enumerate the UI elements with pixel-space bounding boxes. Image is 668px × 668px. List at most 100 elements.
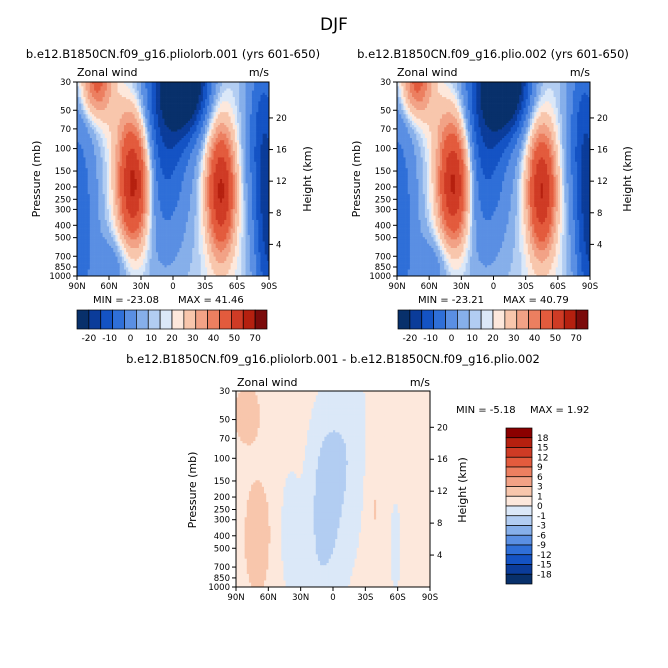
field-cell	[109, 116, 112, 119]
field-cell	[190, 125, 193, 128]
field-cell	[226, 194, 229, 197]
field-cell	[85, 105, 89, 109]
field-cell	[249, 88, 253, 91]
field-cell	[249, 101, 253, 104]
field-cell	[130, 170, 133, 173]
field-cell	[179, 97, 182, 100]
field-cell	[89, 196, 93, 199]
field-cell	[121, 174, 125, 178]
field-cell	[243, 86, 246, 89]
field-cell	[215, 112, 219, 115]
field-cell	[77, 82, 80, 85]
field-cell	[158, 150, 161, 154]
field-cell	[234, 159, 238, 163]
field-cell	[145, 82, 148, 85]
field-cell	[145, 138, 148, 141]
field-cell	[104, 114, 108, 117]
field-cell	[111, 94, 114, 98]
field-cell	[145, 103, 148, 107]
field-cell	[162, 86, 165, 89]
field-cell	[170, 122, 174, 126]
field-cell	[83, 198, 86, 201]
field-cell	[136, 135, 140, 139]
field-cell	[251, 148, 255, 152]
field-cell	[104, 191, 108, 195]
field-cell	[111, 191, 114, 195]
field-cell	[123, 129, 127, 132]
field-cell	[104, 150, 108, 154]
field-cell	[81, 196, 84, 199]
field-cell	[177, 168, 180, 171]
field-cell	[249, 196, 253, 199]
field-cell	[190, 94, 193, 98]
field-cell	[202, 84, 206, 87]
field-cell	[173, 120, 176, 124]
field-cell	[81, 155, 84, 158]
field-cell	[77, 189, 80, 193]
field-cell	[249, 129, 253, 132]
field-cell	[119, 159, 123, 163]
field-cell	[187, 142, 191, 145]
field-cell	[168, 127, 172, 130]
field-cell	[119, 148, 123, 152]
field-cell	[262, 196, 266, 199]
field-cell	[166, 181, 170, 184]
field-cell	[243, 107, 246, 111]
field-cell	[192, 118, 195, 122]
field-cell	[102, 84, 106, 87]
field-cell	[136, 125, 140, 128]
field-cell	[153, 92, 157, 96]
field-cell	[170, 129, 174, 132]
field-cell	[185, 179, 189, 182]
field-cell	[266, 92, 270, 96]
field-cell	[247, 133, 251, 137]
field-cell	[166, 103, 170, 107]
field-cell	[256, 191, 259, 195]
field-cell	[111, 92, 114, 96]
field-cell	[94, 140, 97, 143]
field-cell	[185, 153, 189, 156]
field-cell	[205, 118, 208, 122]
field-cell	[185, 189, 189, 193]
field-cell	[247, 110, 251, 113]
field-cell	[196, 174, 199, 178]
field-cell	[187, 86, 191, 89]
field-cell	[187, 168, 191, 171]
field-cell	[104, 92, 108, 96]
field-cell	[113, 122, 116, 126]
field-cell	[254, 159, 257, 163]
field-cell	[136, 107, 140, 111]
field-cell	[183, 146, 187, 150]
field-cell	[200, 105, 204, 109]
field-cell	[202, 191, 206, 195]
field-cell	[260, 144, 263, 148]
field-cell	[266, 107, 270, 111]
field-cell	[211, 170, 214, 173]
field-cell	[149, 166, 153, 169]
field-cell	[160, 135, 163, 139]
field-cell	[104, 161, 108, 165]
field-cell	[185, 116, 189, 119]
field-cell	[109, 189, 112, 193]
field-cell	[249, 187, 253, 191]
field-cell	[260, 198, 263, 201]
field-cell	[228, 99, 231, 102]
field-cell	[91, 94, 95, 98]
field-cell	[219, 170, 223, 173]
field-cell	[117, 174, 121, 178]
field-cell	[81, 142, 84, 145]
field-cell	[158, 168, 161, 171]
field-cell	[215, 187, 219, 191]
field-cell	[245, 142, 249, 145]
field-cell	[136, 183, 140, 186]
field-cell	[202, 148, 206, 152]
field-cell	[179, 112, 182, 115]
field-cell	[245, 86, 249, 89]
field-cell	[198, 161, 202, 165]
field-cell	[145, 176, 148, 180]
field-cell	[126, 191, 129, 195]
field-cell	[198, 187, 202, 191]
field-cell	[138, 122, 142, 126]
field-cell	[170, 118, 174, 122]
field-cell	[155, 161, 159, 165]
